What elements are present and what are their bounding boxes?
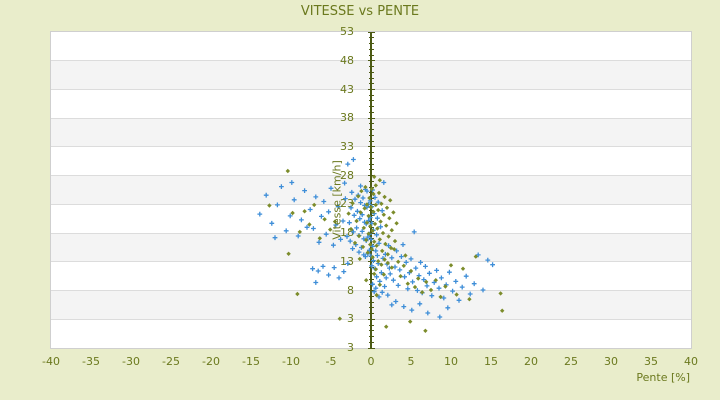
y-axis-minor-tick [368,43,374,44]
x-tick-label: -20 [202,355,220,368]
y-axis-minor-tick [368,100,374,102]
y-axis-minor-tick [368,66,374,67]
y-axis-minor-tick [368,157,374,159]
chart-title: VITESSE vs PENTE [300,4,420,19]
y-axis-major-tick [367,261,375,263]
y-tick-label: 53 [340,25,354,38]
y-tick-label: 13 [340,254,354,268]
plot-area: 53 48 43 38 33 28 23 18 13 8 3 3 -40 -35 -30 -25 -20 -15-… [42,26,698,368]
y-axis-minor-tick [368,341,374,343]
y-axis-title: Vitesse [km/h] [330,160,344,240]
y-tick-label: 33 [340,139,354,153]
y-axis-major-tick [367,89,375,90]
y-axis-minor-tick [368,94,374,96]
y-axis-minor-tick [368,111,374,113]
y-tick-label: 28 [340,168,354,182]
y-axis-minor-tick [368,48,374,50]
y-axis-minor-tick [368,71,374,73]
x-tick-label: 0 [367,355,375,368]
y-axis-minor-tick [368,336,374,337]
y-axis-major-tick [367,60,375,62]
y-axis-minor-tick [368,163,374,165]
x-tick-label: 30 [604,355,618,368]
y-axis-minor-tick [368,129,374,131]
y-axis-minor-tick [368,295,374,297]
y-tick-label: 43 [340,82,354,96]
y-axis-major-tick [367,117,375,119]
y-axis-minor-tick [368,192,374,194]
x-tick-label: -35 [82,355,100,368]
series-olive-marker-path [267,168,505,333]
y-axis-major-tick [367,290,375,291]
x-tick-label: 25 [564,355,578,368]
x-tick-label: 20 [524,355,538,368]
y-axis-minor-tick [368,215,374,217]
x-tick-label: -40 [42,355,60,368]
x-tick-label: -15 [242,355,260,368]
x-tick-label: 15 [484,355,498,368]
x-tick-label: 5 [407,355,415,368]
y-axis-minor-tick [368,278,374,280]
scatter-points [257,157,505,333]
y-axis-minor-tick [368,221,374,223]
y-axis-minor-tick [368,83,374,85]
y-axis-minor-tick [368,140,374,142]
y-axis-minor-tick [368,307,374,309]
y-axis-major-tick [367,347,375,349]
y-axis-minor-tick [368,180,374,182]
y-axis-major-tick [367,31,375,33]
y-axis-minor-tick [368,152,374,154]
y-tick-label: 8 [347,283,354,297]
x-axis-title: Pente [%] [636,371,690,384]
y-axis-major-tick [367,232,375,234]
y-axis-minor-tick [368,77,374,79]
x-tick-label: 35 [644,355,658,368]
series-olive-points [267,168,505,333]
y-axis-minor-tick [368,186,374,188]
y-axis-minor-tick [368,37,374,39]
y-axis-major-tick [367,318,375,320]
y-axis-minor-tick [368,134,374,136]
x-tick-label: -5 [325,355,337,368]
y-axis-minor-tick [368,301,374,303]
y-tick-label: 38 [340,111,354,125]
y-axis-minor-tick [368,106,374,108]
y-axis-major-tick [367,146,375,148]
x-tick-label: -10 [282,355,300,368]
y-axis-minor-tick [368,324,374,326]
y-axis-minor-tick [368,169,374,171]
y-axis-minor-tick [368,209,374,211]
x-tick-label: 10 [444,355,458,368]
y-axis-minor-tick [368,330,374,332]
x-tick-label: -25 [162,355,180,368]
y-axis-minor-tick [368,267,374,269]
y-axis-minor-tick [368,272,374,274]
y-tick-label: 3 [347,312,354,326]
y-tick-label: 3 [347,341,354,354]
y-axis-minor-tick [368,54,374,56]
y-axis-minor-tick [368,123,374,125]
x-tick-label: 40 [684,355,698,368]
y-axis-major-tick [367,175,375,177]
x-tick-label: -30 [122,355,140,368]
y-axis-minor-tick [368,313,374,314]
y-tick-label: 48 [340,53,354,67]
